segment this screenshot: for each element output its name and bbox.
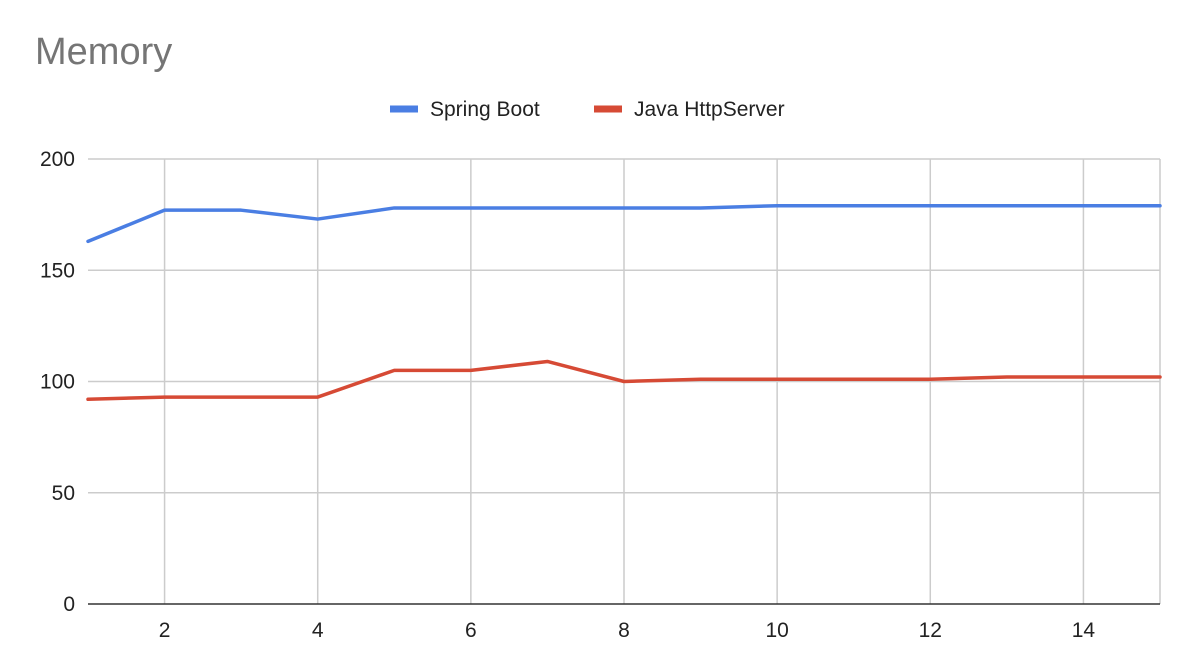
chart-title: Memory (35, 31, 172, 73)
x-axis-tick-labels: 2 4 6 8 10 12 14 (159, 619, 1096, 642)
legend-label: Spring Boot (430, 98, 540, 121)
legend-label: Java HttpServer (634, 98, 785, 121)
series-layer (86, 203, 1162, 402)
x-tick-label: 10 (765, 619, 788, 642)
x-tick-label: 4 (312, 619, 324, 642)
legend-item-java-httpserver: Java HttpServer (594, 98, 785, 121)
x-tick-label: 2 (159, 619, 171, 642)
series-line-spring-boot (86, 203, 1162, 244)
y-tick-label: 200 (40, 148, 75, 171)
x-tick-label: 6 (465, 619, 477, 642)
y-tick-label: 50 (52, 482, 75, 505)
x-tick-label: 8 (618, 619, 630, 642)
legend-item-spring-boot: Spring Boot (390, 98, 540, 121)
x-tick-label: 14 (1072, 619, 1096, 642)
y-tick-label: 0 (63, 593, 75, 616)
y-tick-label: 150 (40, 259, 75, 282)
y-axis-tick-labels: 0 50 100 150 200 (40, 148, 75, 616)
horizontal-gridlines (88, 158, 1160, 494)
legend: Spring Boot Java HttpServer (390, 98, 785, 121)
x-tick-label: 12 (919, 619, 942, 642)
y-tick-label: 100 (40, 371, 75, 394)
series-line-java-httpserver (86, 359, 1162, 402)
